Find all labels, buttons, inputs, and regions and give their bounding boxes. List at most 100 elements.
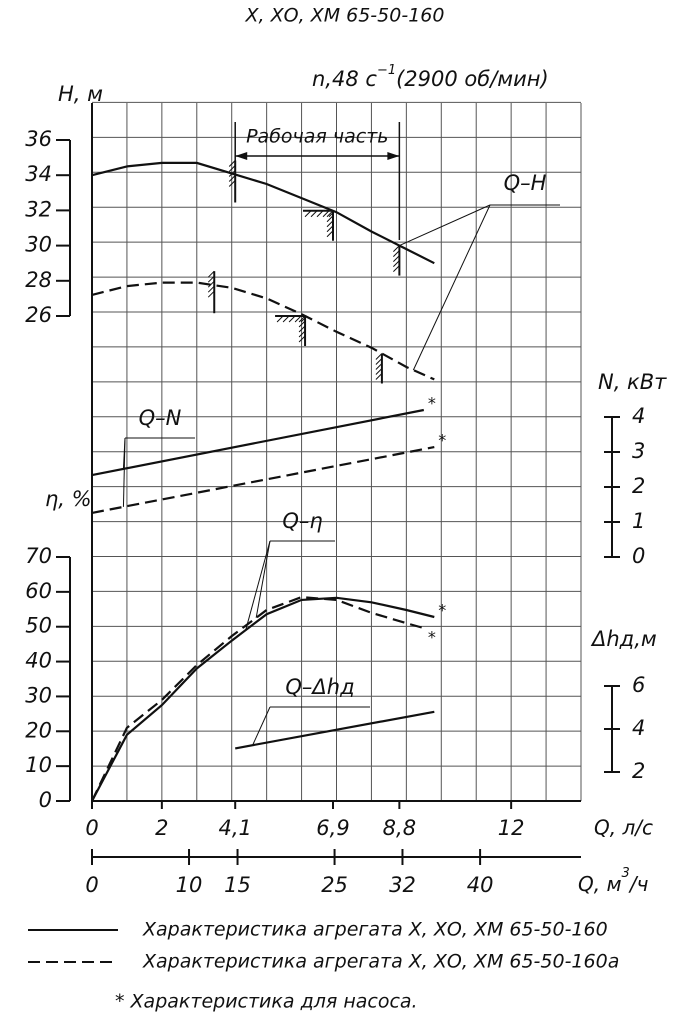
hatch: [298, 325, 306, 333]
hatch: [228, 160, 236, 167]
curve-label: Q–H: [504, 171, 547, 195]
leader: [412, 204, 491, 371]
speed-label: n,48 с−1(2900 об/мин): [312, 63, 549, 92]
end-mark: *: [428, 394, 436, 413]
x-tick-label: 6,9: [316, 816, 349, 840]
y-tick-label: 4: [632, 404, 645, 428]
hatch: [294, 315, 302, 323]
y-tick-label: 50: [25, 614, 52, 638]
hatch: [228, 180, 236, 187]
hatch: [207, 285, 215, 293]
legend-label: Характеристика агрегата Х, ХО, ХМ 65-50-…: [142, 919, 608, 941]
curve-label: Q–Δhд: [285, 675, 354, 699]
end-mark: *: [438, 600, 446, 619]
hatch: [328, 210, 336, 218]
x2-label: Q, м: [578, 872, 622, 896]
y-tick-label: 2: [632, 759, 645, 783]
y-tick-label: 40: [25, 649, 52, 673]
y-tick-label: 60: [25, 579, 52, 603]
y-tick-label: 34: [25, 162, 52, 186]
hatch: [326, 215, 334, 223]
curve: [91, 596, 435, 802]
speed-rest: (2900 об/мин): [396, 67, 549, 91]
end-mark: *: [438, 431, 446, 450]
y-tick-label: 20: [25, 718, 52, 742]
y-axis-label: Δhд,м: [590, 627, 657, 651]
hatch: [375, 373, 383, 380]
hatch: [207, 290, 215, 298]
hatch: [298, 330, 306, 338]
curve: [91, 595, 425, 802]
curve: [235, 710, 435, 750]
leader: [255, 540, 271, 618]
hatch: [375, 363, 383, 370]
legend-label: Характеристика агрегата Х, ХО, ХМ 65-50-…: [142, 951, 619, 973]
y-tick-label: 1: [632, 509, 645, 533]
leader: [122, 437, 126, 507]
hatch: [393, 245, 400, 252]
hatch: [322, 210, 330, 218]
x2-sup: 3: [622, 866, 630, 881]
leader: [399, 204, 491, 247]
hatch: [300, 315, 308, 323]
x-tick-label: 12: [498, 816, 525, 840]
y-tick-label: 3: [632, 439, 645, 463]
x2-tick-label: 0: [85, 873, 98, 897]
hatch: [375, 353, 383, 360]
chart-title: Х, ХО, ХМ 65-50-160: [245, 5, 445, 27]
curve: [91, 446, 435, 514]
leader: [252, 706, 271, 746]
x2-tick-label: 25: [321, 873, 348, 897]
hatch: [207, 275, 215, 283]
y-tick-label: 2: [632, 474, 645, 498]
x2-tick-label: 32: [389, 873, 416, 897]
hatch: [326, 230, 334, 238]
hatch: [393, 260, 400, 267]
curve-label: Q–η: [282, 509, 322, 533]
y-axis-label: Н, м: [58, 82, 103, 106]
hatch: [282, 315, 290, 323]
hatch: [288, 315, 296, 323]
curve: [91, 281, 435, 381]
y-tick-label: 6: [632, 673, 645, 697]
hatch: [228, 165, 236, 172]
hatch: [207, 280, 215, 288]
hatch: [326, 225, 334, 233]
hatch: [228, 170, 236, 177]
hatch: [298, 320, 306, 328]
x2-axis-label: Q, м3/ч: [578, 866, 649, 896]
x-tick-label: 4,1: [219, 816, 252, 840]
x2-tick-label: 15: [224, 873, 251, 897]
leader: [245, 540, 271, 631]
x2-tick-label: 10: [176, 873, 203, 897]
x-tick-label: 0: [85, 816, 98, 840]
hatch: [316, 210, 324, 218]
speed-text: n,48 с: [312, 67, 377, 91]
y-tick-label: 30: [25, 233, 52, 257]
y-axis-label: η, %: [45, 487, 92, 511]
curve: [91, 161, 435, 265]
curve: [91, 408, 425, 477]
hatch: [298, 335, 306, 343]
y-axis-label: N, кВт: [598, 370, 667, 394]
x-axis-label: Q, л/с: [594, 816, 653, 840]
y-tick-label: 70: [25, 544, 52, 568]
hatch: [375, 368, 383, 375]
y-tick-label: 10: [25, 753, 52, 777]
speed-sup: −1: [377, 63, 396, 78]
x2-tick-label: 40: [467, 873, 494, 897]
hatch: [393, 250, 400, 257]
footnote: * Характеристика для насоса.: [115, 991, 418, 1013]
hatch: [304, 210, 312, 218]
end-mark: *: [428, 628, 436, 647]
y-tick-label: 28: [25, 268, 52, 292]
hatch: [375, 358, 383, 365]
hatch: [393, 255, 400, 262]
hatch: [326, 220, 334, 228]
x-tick-label: 8,8: [383, 816, 416, 840]
hatch: [228, 175, 236, 182]
y-tick-label: 0: [39, 788, 52, 812]
y-tick-label: 0: [632, 544, 645, 568]
y-tick-label: 32: [25, 197, 52, 221]
